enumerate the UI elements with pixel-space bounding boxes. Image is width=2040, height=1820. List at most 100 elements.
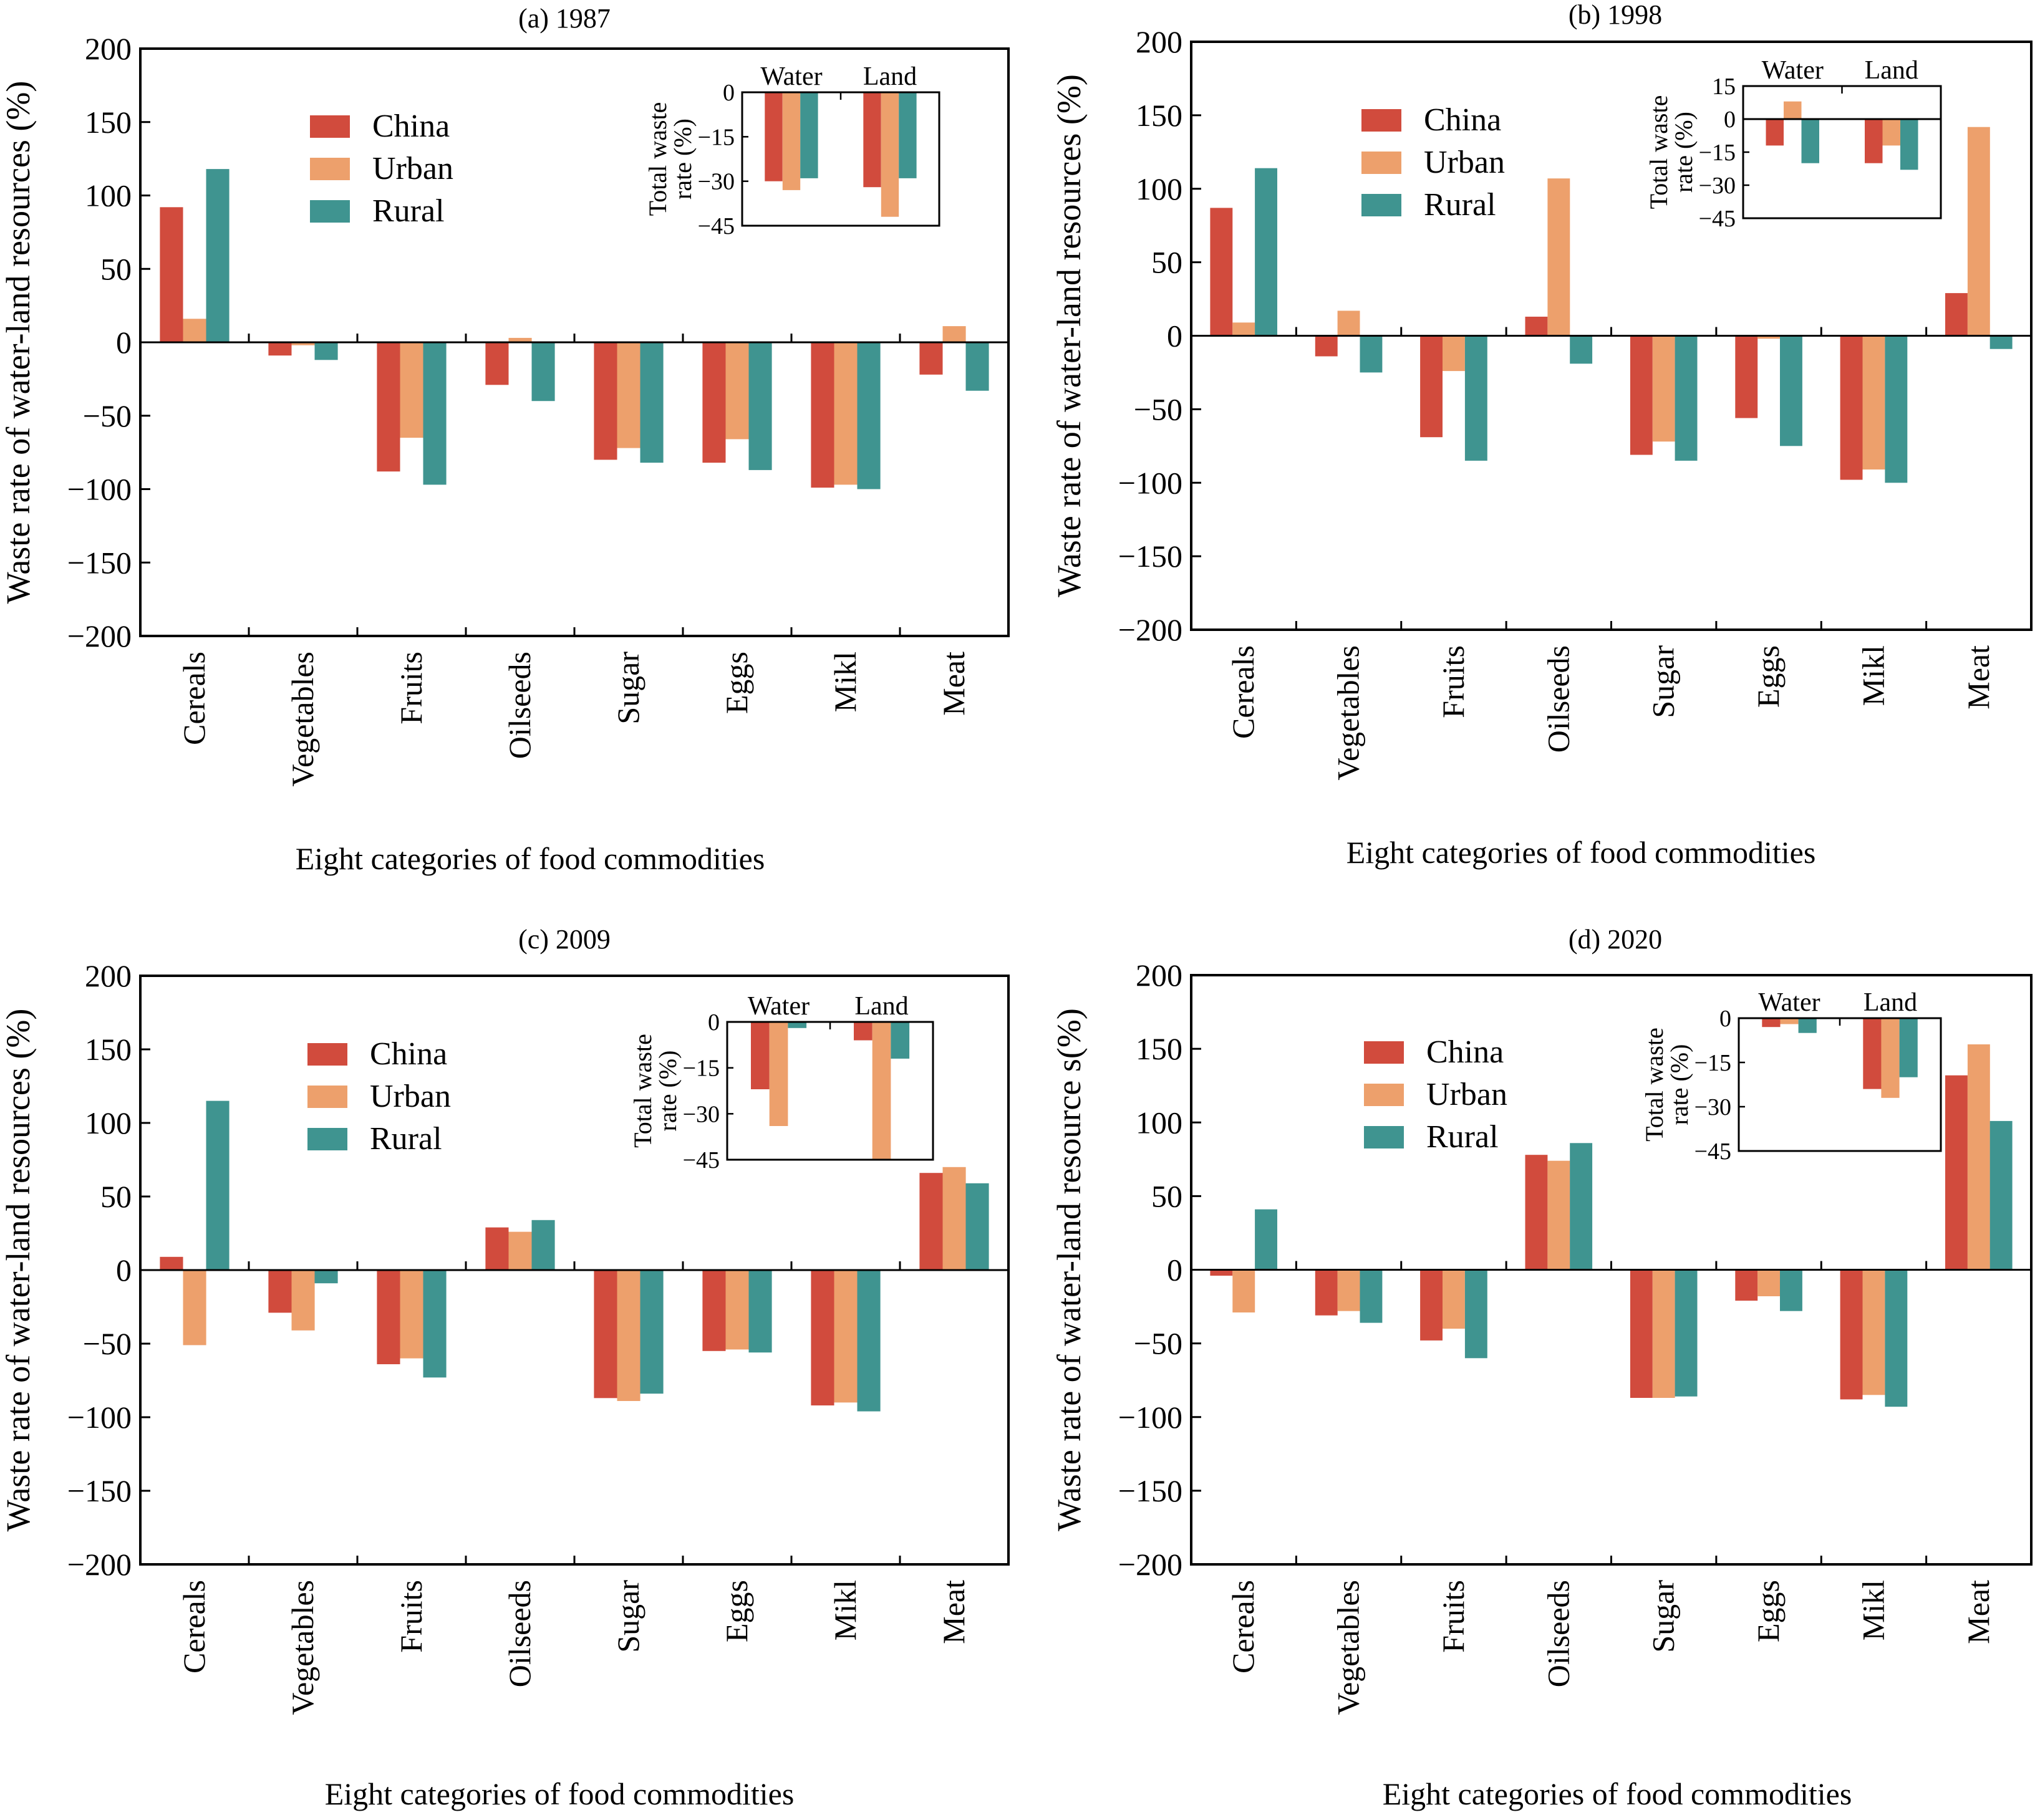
y-tick-label: 150 — [1136, 98, 1182, 133]
inset-bar-urban-land — [881, 92, 899, 217]
legend-label-china: China — [1426, 1034, 1504, 1070]
x-tick-label: Meat — [936, 652, 971, 716]
inset-bar-china-land — [854, 1022, 873, 1041]
legend-label-rural: Rural — [372, 193, 445, 229]
y-tick-label: −100 — [67, 1400, 132, 1435]
bar-urban-fruits — [400, 342, 423, 438]
inset-category-label: Land — [863, 62, 917, 91]
legend-swatch-urban — [1364, 1084, 1404, 1106]
x-tick-label: Fruits — [394, 652, 428, 725]
y-tick-label: −50 — [83, 398, 132, 433]
inset-bar-china-land — [1863, 1018, 1882, 1089]
y-tick-label: −100 — [1118, 1400, 1182, 1435]
bar-urban-cereals — [183, 319, 206, 342]
x-tick-label: Sugar — [611, 652, 645, 725]
bar-china-eggs — [702, 342, 726, 463]
x-tick-label: Oilseeds — [1540, 1580, 1575, 1687]
inset-category-label: Water — [748, 992, 810, 1021]
bar-urban-sugar — [1652, 1269, 1675, 1398]
bar-urban-cereals — [183, 1270, 206, 1346]
x-tick-label: Mikl — [828, 1580, 863, 1640]
bar-urban-eggs — [1757, 335, 1780, 339]
bar-urban-oilseeds — [508, 1231, 532, 1270]
x-tick-label: Vegetables — [1331, 1580, 1366, 1715]
bar-rural-fruits — [1464, 335, 1487, 461]
y-tick-label: 150 — [85, 1032, 132, 1067]
y-tick-label: 100 — [1136, 1105, 1182, 1140]
x-tick-label: Mikl — [828, 652, 863, 712]
y-tick-label: 0 — [1167, 319, 1182, 354]
inset-y-tick-label: −30 — [698, 169, 735, 195]
bar-rural-vegetables — [314, 342, 338, 360]
panel-1: (a) 1987−200−150−100−50050100150200Cerea… — [0, 3, 1010, 876]
inset-category-label: Water — [760, 62, 822, 91]
x-axis-label: Eight categories of food commodities — [1383, 1776, 1852, 1811]
bar-urban-sugar — [1652, 335, 1675, 442]
bar-china-fruits — [1420, 1269, 1443, 1341]
bar-rural-sugar — [640, 1270, 664, 1394]
panel-3: (c) 2009−200−150−100−50050100150200Cerea… — [0, 924, 1010, 1811]
bar-china-mikl — [811, 1270, 834, 1406]
x-tick-label: Sugar — [1646, 645, 1681, 718]
bar-china-cereals — [1210, 1269, 1233, 1276]
bar-rural-cereals — [206, 169, 230, 342]
y-tick-label: 200 — [1136, 24, 1182, 59]
legend-swatch-china — [1361, 109, 1401, 132]
bar-china-eggs — [1735, 335, 1758, 418]
bar-urban-sugar — [617, 1270, 641, 1401]
bar-china-cereals — [1210, 208, 1233, 336]
y-tick-label: −150 — [1118, 539, 1182, 574]
bar-china-sugar — [594, 1270, 617, 1399]
bar-rural-eggs — [748, 1270, 772, 1353]
bar-urban-mikl — [1862, 1269, 1885, 1395]
bar-china-meat — [919, 1173, 943, 1270]
bar-urban-vegetables — [1337, 311, 1360, 336]
inset-bar-rural-water — [1798, 1018, 1817, 1033]
x-tick-label: Cereals — [176, 652, 211, 745]
bar-rural-sugar — [1675, 335, 1698, 461]
y-tick-label: −200 — [67, 1547, 132, 1582]
inset-category-label: Water — [1762, 56, 1824, 85]
bar-urban-mikl — [834, 342, 858, 485]
legend-swatch-rural — [1361, 194, 1401, 216]
bar-china-oilseeds — [485, 342, 509, 385]
bar-china-meat — [1945, 1075, 1968, 1270]
inset-bar-rural-water — [800, 92, 818, 178]
inset-category-label: Land — [1864, 988, 1917, 1017]
inset-y-tick-label: −45 — [698, 213, 735, 239]
x-tick-label: Sugar — [611, 1580, 645, 1653]
y-tick-label: 0 — [116, 1253, 132, 1288]
inset-y-tick-label: −15 — [1694, 1050, 1731, 1076]
inset-y-tick-label: 15 — [1712, 74, 1736, 100]
inset-y-axis-label: rate (%) — [1670, 112, 1698, 193]
x-tick-label: Meat — [1961, 1580, 1996, 1644]
inset-bar-urban-water — [782, 92, 801, 190]
panel-4: (d) 2020−200−150−100−50050100150200Cerea… — [1050, 924, 2033, 1811]
bar-china-vegetables — [1315, 1269, 1338, 1316]
x-tick-label: Meat — [936, 1580, 971, 1644]
inset-bar-urban-water — [1784, 101, 1802, 119]
bar-rural-meat — [965, 342, 989, 391]
x-tick-label: Vegetables — [285, 652, 320, 787]
bar-china-vegetables — [268, 342, 292, 356]
inset-category-label: Land — [1865, 56, 1918, 85]
x-axis-label: Eight categories of food commodities — [1346, 835, 1816, 870]
inset-bar-china-land — [1865, 119, 1883, 163]
y-axis-label: Waste rate of water-land resources (%) — [0, 81, 37, 604]
y-tick-label: −200 — [67, 619, 132, 653]
y-tick-label: 100 — [85, 1105, 132, 1140]
chart-title: (d) 2020 — [1569, 924, 1662, 955]
bar-rural-oilseeds — [1570, 335, 1593, 364]
bar-rural-sugar — [1675, 1269, 1698, 1397]
x-tick-label: Vegetables — [1331, 645, 1366, 781]
bar-china-sugar — [1630, 335, 1653, 455]
bar-urban-fruits — [400, 1270, 423, 1359]
y-tick-label: 50 — [100, 1179, 132, 1214]
bar-rural-eggs — [1780, 335, 1802, 446]
y-tick-label: −100 — [67, 472, 132, 507]
inset-y-axis-label: Total waste — [629, 1034, 657, 1148]
y-tick-label: 100 — [1136, 171, 1182, 206]
inset-bar-rural-land — [899, 92, 917, 178]
x-tick-label: Fruits — [1436, 645, 1471, 718]
